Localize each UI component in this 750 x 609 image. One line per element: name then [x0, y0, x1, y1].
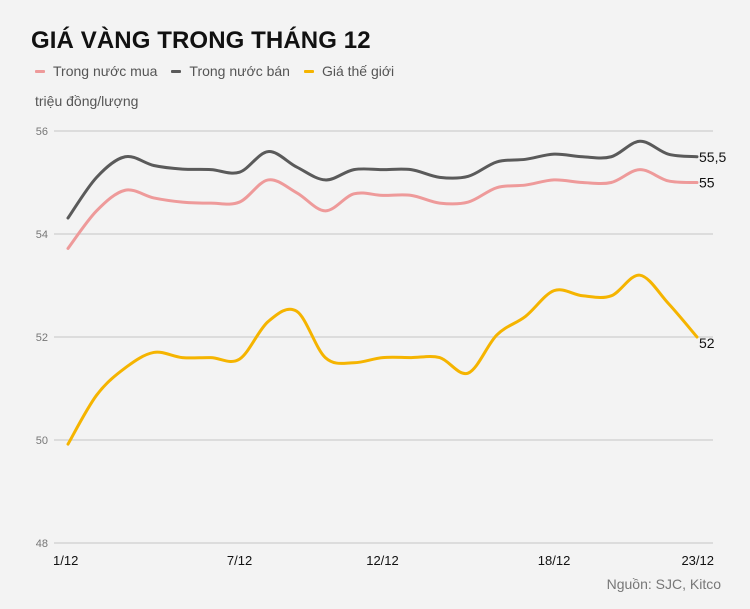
- x-tick-label: 12/12: [366, 553, 399, 568]
- legend: Trong nước mua Trong nước bán Giá thế gi…: [35, 63, 408, 79]
- y-tick-label: 54: [36, 229, 48, 241]
- legend-item-domestic-sell: Trong nước bán: [171, 63, 290, 79]
- y-tick-label: 56: [36, 126, 48, 138]
- x-tick-label: 18/12: [538, 553, 571, 568]
- legend-label: Trong nước mua: [53, 63, 158, 79]
- series-line-1: [66, 139, 699, 220]
- x-tick-label: 1/12: [53, 553, 78, 568]
- x-tick-label: 23/12: [681, 553, 714, 568]
- series-end-label: 55: [699, 175, 715, 191]
- y-tick-label: 50: [36, 435, 48, 447]
- series-line-0: [66, 168, 699, 250]
- legend-swatch-icon: [171, 69, 182, 73]
- series-line-2: [66, 273, 699, 446]
- x-tick-label: 7/12: [227, 553, 252, 568]
- y-axis-unit-label: triệu đồng/lượng: [35, 93, 139, 109]
- chart-title: GIÁ VÀNG TRONG THÁNG 12: [31, 27, 371, 54]
- series-end-label: 52: [699, 335, 715, 351]
- series-end-label: 55,5: [699, 149, 726, 165]
- legend-item-domestic-buy: Trong nước mua: [35, 63, 157, 79]
- legend-label: Giá thế giới: [321, 63, 395, 79]
- y-tick-label: 48: [36, 538, 48, 550]
- legend-swatch-icon: [35, 69, 45, 73]
- source-note: Nguồn: SJC, Kitco: [606, 576, 721, 592]
- y-tick-label: 52: [36, 332, 48, 344]
- legend-swatch-icon: [303, 69, 314, 73]
- legend-label: Trong nước bán: [189, 63, 290, 79]
- legend-item-world: Giá thế giới: [303, 63, 395, 79]
